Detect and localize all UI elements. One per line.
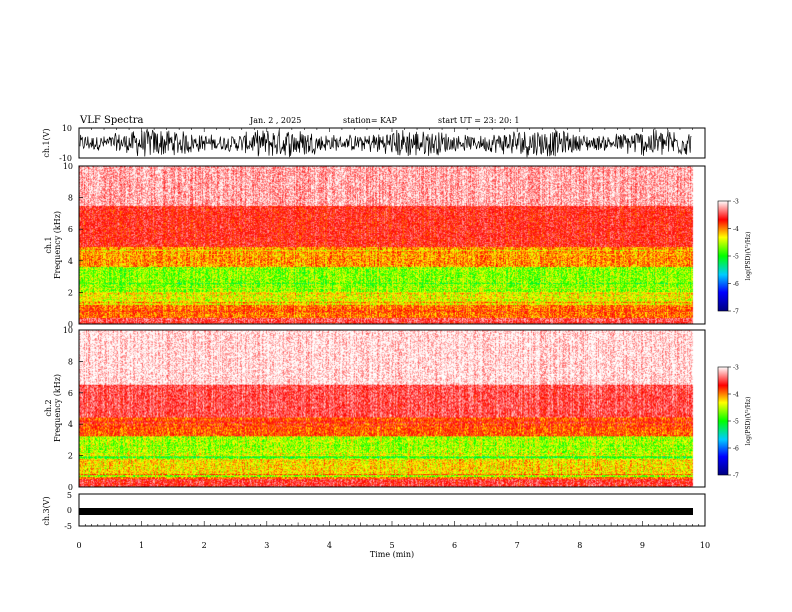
ch1-waveform-trace bbox=[79, 128, 692, 158]
colorbar-ch2-label: log(PSD)(V²/Hz) bbox=[745, 397, 752, 446]
ch1-waveform-ylabel: ch.1(V) bbox=[42, 128, 51, 157]
time-axis-tick-label: 9 bbox=[640, 541, 645, 550]
ch1-spectrogram-ytick-label: 2 bbox=[68, 288, 73, 297]
ch2-spectrogram-panel: 0 2 4 6 8 10 ch.2 Frequency (kHz) bbox=[44, 326, 706, 492]
ch3-waveform-trace bbox=[79, 508, 693, 515]
date-label: Jan. 2 , 2025 bbox=[249, 116, 301, 125]
ch3-waveform-ylabel: ch.3(V) bbox=[42, 496, 51, 525]
colorbar-ch1-label: log(PSD)(V²/Hz) bbox=[745, 232, 752, 281]
ch2-spectrogram-image bbox=[79, 330, 705, 487]
ch2-spectrogram-ytick-label: 10 bbox=[63, 326, 73, 335]
ch1-spectrogram-ytick-label: 8 bbox=[68, 194, 73, 203]
ch1-ytick-top: 10 bbox=[62, 124, 72, 133]
ch2-spectrogram-frame bbox=[78, 329, 706, 488]
colorbar-ch2-gradient bbox=[718, 367, 728, 475]
ch3-ytick-bottom: -5 bbox=[64, 522, 72, 531]
colorbar-ch2-tick-label: -6 bbox=[733, 446, 739, 453]
time-axis-tick-label: 3 bbox=[264, 541, 269, 550]
colorbar-ch2-tick-label: -3 bbox=[733, 365, 739, 372]
figure-title: VLF Spectra bbox=[79, 115, 144, 126]
start-time-label: start UT = 23: 20: 1 bbox=[438, 116, 519, 125]
time-axis: 0 1 2 3 4 5 6 7 8 9 10 bbox=[76, 521, 710, 550]
ch1-spectrogram-panel: 0 2 4 6 8 10 ch.1 Frequency (kHz) bbox=[44, 162, 706, 329]
time-axis-tick-label: 8 bbox=[577, 541, 582, 550]
ch2-spectrogram-ytick-label: 6 bbox=[68, 389, 73, 398]
colorbar-ch2-tick-label: -7 bbox=[733, 473, 739, 480]
time-axis-tick-label: 7 bbox=[515, 541, 520, 550]
time-axis-tick-label: 6 bbox=[452, 541, 457, 550]
ch2-spectrogram-ytick-label: 4 bbox=[68, 420, 73, 429]
ch2-spectrogram-ytick-label: 0 bbox=[68, 483, 73, 492]
ch1-spectrogram-ytick-label: 0 bbox=[68, 320, 73, 329]
time-axis-tick-label: 1 bbox=[139, 541, 144, 550]
colorbar-ch1-tick-label: -6 bbox=[733, 281, 739, 288]
colorbar-ch1-tick-label: -4 bbox=[733, 226, 739, 233]
ch1-spectrogram-ylabel-ch: ch.1 bbox=[44, 236, 53, 253]
ch1-spectrogram-ytick-label: 4 bbox=[68, 257, 73, 266]
ch1-spectrogram-ytick-label: 6 bbox=[68, 225, 73, 234]
time-axis-tick-label: 4 bbox=[327, 541, 332, 550]
ch3-ytick-top: 5 bbox=[67, 491, 72, 500]
ch1-spectrogram-ytick-label: 10 bbox=[63, 162, 73, 171]
time-axis-tick-label: 2 bbox=[202, 541, 207, 550]
ch2-spectrogram-ylabel-freq: Frequency (kHz) bbox=[53, 374, 62, 442]
ch1-spectrogram-frame bbox=[78, 165, 706, 325]
colorbar-ch1: -3 -4 -5 -6 -7 log(PSD)(V²/Hz) bbox=[717, 199, 752, 316]
time-axis-tick-label: 0 bbox=[76, 541, 81, 550]
ch1-ytick-bottom: -10 bbox=[59, 154, 72, 163]
time-axis-tick-label: 10 bbox=[700, 541, 710, 550]
ch2-spectrogram-ytick-label: 2 bbox=[68, 452, 73, 461]
station-label: station= KAP bbox=[343, 116, 398, 125]
colorbar-ch2: -3 -4 -5 -6 -7 log(PSD)(V²/Hz) bbox=[717, 365, 752, 480]
time-axis-tick-label: 5 bbox=[389, 541, 394, 550]
time-axis-label: Time (min) bbox=[370, 550, 414, 559]
ch3-ytick-mid: 0 bbox=[67, 506, 72, 515]
colorbar-ch1-tick-label: -5 bbox=[733, 254, 739, 261]
ch1-spectrogram-image bbox=[79, 166, 705, 324]
ch2-spectrogram-ylabel-ch: ch.2 bbox=[44, 399, 53, 416]
colorbar-ch2-tick-label: -5 bbox=[733, 419, 739, 426]
colorbar-ch1-gradient bbox=[718, 201, 728, 311]
ch2-spectrogram-ytick-label: 8 bbox=[68, 357, 73, 366]
ch1-spectrogram-ylabel-freq: Frequency (kHz) bbox=[53, 211, 62, 279]
colorbar-ch1-tick-label: -7 bbox=[733, 309, 739, 316]
colorbar-ch1-tick-label: -3 bbox=[733, 199, 739, 206]
colorbar-ch2-tick-label: -4 bbox=[733, 392, 739, 399]
